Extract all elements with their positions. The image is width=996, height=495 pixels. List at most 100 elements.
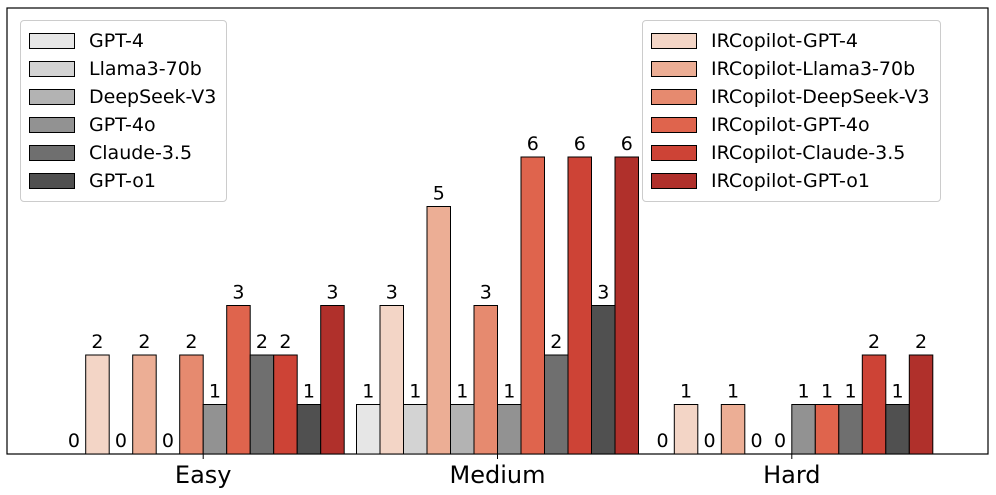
bar-medium-ircopilot-gpt-o1 [614,156,639,455]
value-label-easy-llama3-70b: 0 [115,430,127,452]
bars-group [85,156,934,455]
legend-swatch-deepseek-v3 [29,89,75,105]
legend-label-ircopilot-llama3-70b: IRCopilot-Llama3-70b [711,58,916,80]
legend-label-claude-3-5: Claude-3.5 [89,142,193,164]
legend-item-gpt-4: GPT-4 [29,27,216,55]
value-label-medium-deepseek-v3: 1 [456,381,468,403]
legend-label-ircopilot-deepseek-v3: IRCopilot-DeepSeek-V3 [711,86,930,108]
bar-hard-ircopilot-claude-3-5 [861,354,887,455]
legend-item-ircopilot-claude-3-5: IRCopilot-Claude-3.5 [651,139,930,167]
value-label-easy-ircopilot-gpt-4o: 3 [232,282,244,304]
legend-swatch-ircopilot-deepseek-v3 [651,89,697,105]
bar-easy-gpt-4o [202,404,228,455]
bar-medium-deepseek-v3 [450,404,475,455]
bar-medium-ircopilot-claude-3-5 [567,156,592,455]
legend-ircopilot-models: IRCopilot-GPT-4 IRCopilot-Llama3-70b IRCop… [642,20,941,202]
value-label-medium-ircopilot-gpt-o1: 6 [621,133,633,155]
bar-easy-ircopilot-claude-3-5 [273,354,298,455]
bar-easy-claude-3-5 [249,354,275,455]
legend-swatch-ircopilot-llama3-70b [651,61,697,77]
value-label-medium-llama3-70b: 1 [409,381,421,403]
bar-medium-ircopilot-deepseek-v3 [473,305,498,455]
legend-label-deepseek-v3: DeepSeek-V3 [89,86,217,108]
legend-label-ircopilot-gpt-4: IRCopilot-GPT-4 [711,30,858,52]
legend-label-gpt-4: GPT-4 [89,30,144,52]
bar-easy-ircopilot-llama3-70b [132,354,157,455]
value-label-medium-gpt-4: 1 [362,381,374,403]
bar-hard-ircopilot-gpt-4 [673,404,699,455]
legend-label-ircopilot-gpt-4o: IRCopilot-GPT-4o [711,114,870,136]
value-label-medium-ircopilot-deepseek-v3: 3 [480,282,492,304]
bar-medium-gpt-o1 [591,305,616,455]
legend-swatch-ircopilot-gpt-o1 [651,173,697,189]
legend-label-gpt-4o: GPT-4o [89,114,156,136]
bar-hard-claude-3-5 [838,404,863,455]
bar-easy-ircopilot-deepseek-v3 [179,354,204,455]
x-tick-label-medium: Medium [450,461,546,489]
legend-swatch-gpt-4 [29,33,75,49]
legend-item-ircopilot-llama3-70b: IRCopilot-Llama3-70b [651,55,930,83]
value-label-easy-ircopilot-llama3-70b: 2 [138,331,150,353]
bar-easy-ircopilot-gpt-4 [85,354,110,455]
value-label-hard-ircopilot-llama3-70b: 1 [727,381,739,403]
value-label-medium-ircopilot-gpt-4o: 6 [527,133,539,155]
x-axis: Easy Medium Hard [175,454,821,489]
bar-easy-ircopilot-gpt-o1 [320,305,345,455]
legend-item-ircopilot-gpt-4: IRCopilot-GPT-4 [651,27,930,55]
value-label-easy-ircopilot-gpt-4: 2 [91,331,103,353]
bar-hard-ircopilot-gpt-o1 [908,354,934,455]
legend-swatch-ircopilot-gpt-4 [651,33,697,49]
bar-medium-claude-3-5 [544,354,569,455]
legend-item-ircopilot-gpt-4o: IRCopilot-GPT-4o [651,111,930,139]
legend-swatch-ircopilot-gpt-4o [651,117,697,133]
bar-easy-gpt-o1 [296,404,322,455]
value-label-easy-ircopilot-claude-3-5: 2 [279,331,291,353]
bar-medium-ircopilot-gpt-4o [520,156,545,455]
legend-label-ircopilot-gpt-o1: IRCopilot-GPT-o1 [711,170,870,192]
legend-swatch-gpt-o1 [29,173,75,189]
value-label-easy-gpt-o1: 1 [303,381,315,403]
legend-item-claude-3-5: Claude-3.5 [29,139,216,167]
legend-item-llama3-70b: Llama3-70b [29,55,216,83]
value-label-hard-ircopilot-gpt-o1: 2 [915,331,927,353]
bar-hard-gpt-4o [791,404,816,455]
legend-swatch-llama3-70b [29,61,75,77]
legend-item-gpt-4o: GPT-4o [29,111,216,139]
value-label-easy-deepseek-v3: 0 [162,430,174,452]
value-label-hard-ircopilot-gpt-4: 1 [680,381,692,403]
value-label-medium-ircopilot-llama3-70b: 5 [433,183,445,205]
bar-easy-ircopilot-gpt-4o [226,305,251,455]
x-tick-label-easy: Easy [175,461,232,489]
bar-hard-ircopilot-llama3-70b [720,404,746,455]
value-label-hard-ircopilot-deepseek-v3: 0 [774,430,786,452]
value-label-hard-ircopilot-gpt-4o: 1 [821,381,833,403]
value-label-easy-claude-3-5: 2 [256,331,268,353]
value-label-medium-ircopilot-gpt-4: 3 [386,282,398,304]
legend-item-gpt-o1: GPT-o1 [29,167,216,195]
value-label-medium-claude-3-5: 2 [550,331,562,353]
bar-hard-ircopilot-gpt-4o [814,404,840,455]
legend-swatch-gpt-4o [29,117,75,133]
legend-label-ircopilot-claude-3-5: IRCopilot-Claude-3.5 [711,142,906,164]
legend-item-deepseek-v3: DeepSeek-V3 [29,83,216,111]
value-label-easy-gpt-4o: 1 [209,381,221,403]
legend-label-gpt-o1: GPT-o1 [89,170,156,192]
value-label-medium-gpt-4o: 1 [503,381,515,403]
value-label-hard-gpt-o1: 1 [892,381,904,403]
legend-item-ircopilot-deepseek-v3: IRCopilot-DeepSeek-V3 [651,83,930,111]
legend-swatch-ircopilot-claude-3-5 [651,145,697,161]
value-label-easy-ircopilot-deepseek-v3: 2 [185,331,197,353]
value-label-hard-gpt-4o: 1 [798,381,810,403]
bar-medium-llama3-70b [403,404,428,455]
value-label-hard-gpt-4: 0 [657,430,669,452]
value-label-medium-ircopilot-claude-3-5: 6 [574,133,586,155]
x-tick-label-hard: Hard [763,461,820,489]
bar-medium-gpt-4 [356,404,381,455]
bar-medium-ircopilot-llama3-70b [426,206,451,455]
value-label-hard-deepseek-v3: 0 [751,430,763,452]
value-label-hard-claude-3-5: 1 [845,381,857,403]
value-label-hard-ircopilot-claude-3-5: 2 [868,331,880,353]
legend-label-llama3-70b: Llama3-70b [89,58,202,80]
